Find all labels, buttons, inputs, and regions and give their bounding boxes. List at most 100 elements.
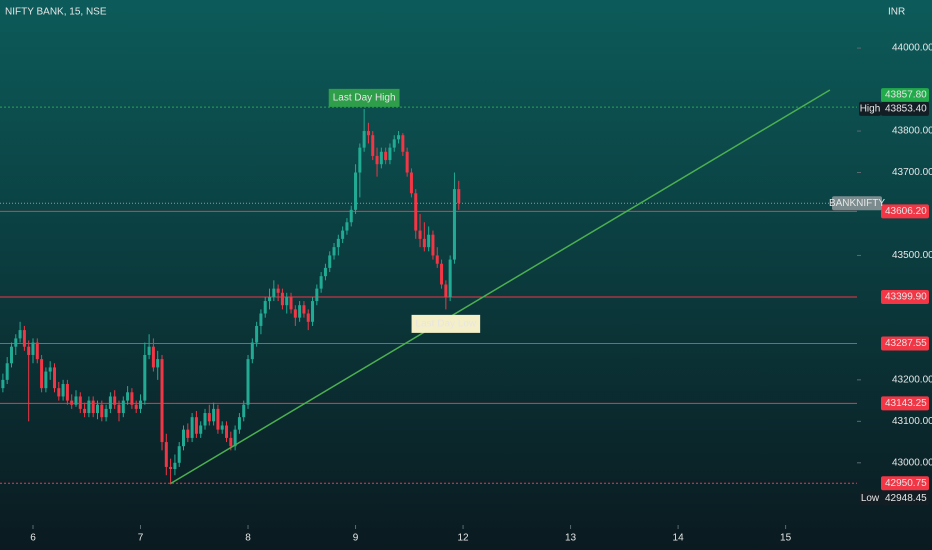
x-tick-label: 9	[353, 533, 359, 544]
candle-body	[104, 408, 108, 418]
x-tick-label: 6	[30, 533, 36, 544]
candle-body	[1, 379, 5, 389]
candle-body	[427, 234, 431, 248]
candle-body	[220, 425, 224, 430]
candle-body	[27, 346, 31, 355]
candle-body	[354, 172, 358, 210]
candle-body	[366, 131, 370, 136]
candle-body	[319, 276, 323, 289]
x-tick-label: 13	[565, 533, 577, 544]
high-tag-box	[859, 101, 881, 116]
candle-body	[70, 400, 74, 405]
candle-body	[147, 346, 151, 355]
low-value-box	[881, 491, 929, 506]
trendline	[170, 89, 831, 485]
candle-body	[418, 230, 422, 239]
annotation-text: Last Day Low	[416, 319, 477, 330]
chart-title: NIFTY BANK, 15, NSE	[5, 7, 107, 18]
candle-body	[332, 247, 336, 256]
candle-body	[328, 255, 332, 268]
candle-body	[48, 367, 52, 372]
candle-body	[138, 400, 143, 409]
annotation-text: Last Day High	[333, 93, 396, 104]
candle-body	[61, 384, 65, 397]
candle-body	[52, 367, 56, 389]
annotation-box	[411, 314, 481, 333]
candle-body	[448, 259, 452, 297]
candle-body	[388, 147, 392, 161]
low-tag-box	[859, 491, 881, 506]
candle-body	[298, 305, 302, 318]
low-value: 42948.45	[885, 493, 927, 504]
candle-body	[444, 284, 448, 297]
candle-body	[431, 234, 435, 256]
candle-body	[194, 417, 198, 434]
candle-body	[422, 238, 426, 248]
y-tick-label: 43200.00	[892, 374, 932, 385]
candle-body	[216, 408, 220, 430]
candle-body	[293, 309, 297, 318]
candle-body	[440, 263, 444, 285]
candle-body	[199, 425, 203, 434]
candle-body	[272, 288, 276, 297]
candle-body	[392, 139, 396, 148]
candle-body	[160, 359, 164, 443]
candle-body	[401, 135, 405, 152]
y-tick-label: 44000.00	[892, 43, 932, 54]
candle-body	[91, 400, 95, 414]
currency: INR	[888, 7, 905, 18]
candle-body	[409, 172, 413, 194]
level-price-box	[881, 289, 929, 304]
y-tick-label: 43500.00	[892, 250, 932, 261]
candle-body	[349, 209, 353, 223]
candle-body	[375, 155, 379, 165]
candle-body	[242, 404, 246, 418]
candle-body	[285, 296, 289, 306]
candle-body	[121, 400, 125, 414]
candle-body	[14, 338, 18, 347]
candle-body	[130, 392, 134, 405]
candle-body	[435, 255, 439, 264]
level-price-label: 42950.75	[885, 478, 927, 489]
candle-body	[57, 388, 61, 397]
candle-body	[229, 437, 233, 447]
candle-body	[40, 359, 44, 389]
annotation-box	[328, 88, 400, 107]
candle-body	[203, 413, 207, 426]
candle-body	[371, 135, 375, 156]
candle-body	[22, 330, 26, 347]
x-tick-label: 14	[673, 533, 685, 544]
candle-body	[384, 151, 388, 161]
candle-body	[405, 151, 409, 173]
low-tag: Low	[861, 493, 880, 504]
high-value-box	[881, 101, 929, 116]
candle-body	[336, 238, 340, 248]
candle-body	[31, 342, 35, 355]
candle-body	[156, 359, 160, 368]
x-tick-label: 8	[245, 533, 251, 544]
candle-body	[95, 404, 100, 414]
candle-body	[323, 267, 327, 277]
candle-body	[113, 396, 117, 405]
candle-body	[173, 462, 177, 470]
level-price-label: 43143.25	[885, 398, 927, 409]
level-price-box	[881, 204, 929, 219]
candle-body	[225, 425, 229, 438]
candle-body	[186, 429, 190, 438]
candle-body	[100, 404, 104, 418]
candle-body	[237, 417, 241, 430]
candle-body	[182, 429, 186, 447]
candle-body	[302, 305, 306, 314]
y-tick-label: 43800.00	[892, 126, 932, 137]
candle-body	[246, 359, 250, 405]
candle-body	[169, 466, 173, 470]
candle-body	[83, 408, 87, 414]
high-value: 43853.40	[885, 104, 927, 115]
candle-body	[233, 429, 237, 447]
candle-body	[414, 193, 418, 231]
candle-body	[397, 135, 401, 140]
candle-body	[44, 371, 48, 389]
candle-body	[306, 313, 310, 322]
candle-body	[9, 346, 13, 364]
